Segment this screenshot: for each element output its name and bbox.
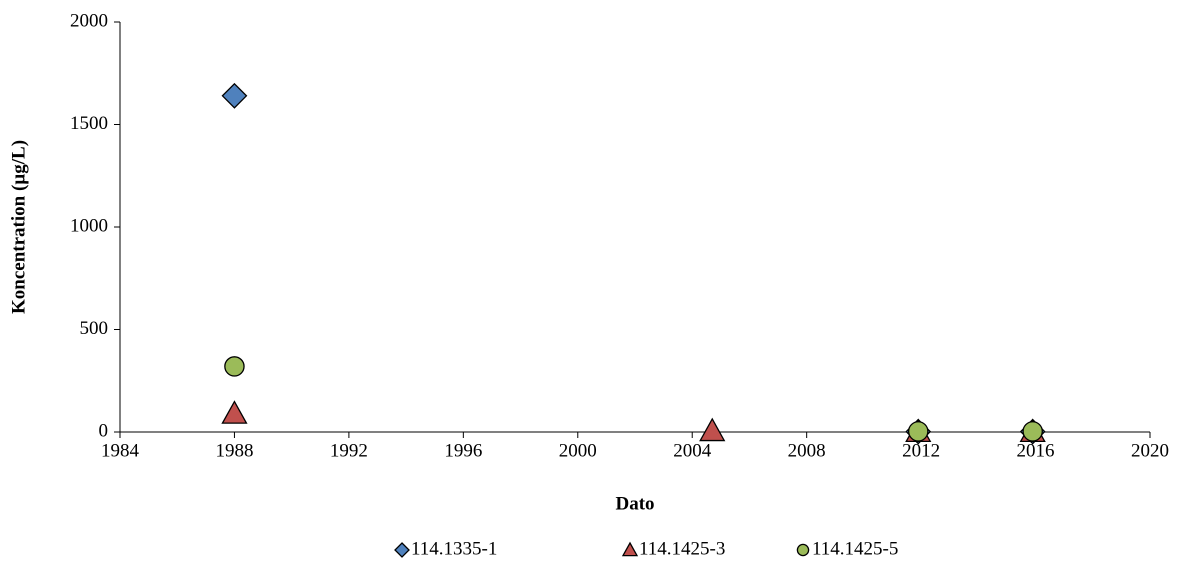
x-tick-label: 1996 bbox=[444, 440, 482, 461]
legend-label: 114.1335-1 bbox=[411, 538, 497, 559]
y-axis-label: Koncentration (µg/L) bbox=[8, 140, 29, 314]
point bbox=[224, 356, 245, 377]
y-tick-label: 0 bbox=[99, 420, 109, 441]
point bbox=[221, 400, 248, 424]
x-tick-label: 2020 bbox=[1131, 440, 1169, 461]
x-tick-label: 2012 bbox=[902, 440, 940, 461]
y-tick-label: 2000 bbox=[70, 10, 108, 31]
point bbox=[699, 417, 726, 442]
x-tick-label: 1984 bbox=[101, 440, 140, 461]
x-tick-label: 2004 bbox=[673, 440, 712, 461]
x-tick-label: 1988 bbox=[215, 440, 253, 461]
y-tick-label: 1000 bbox=[70, 215, 108, 236]
x-tick-label: 2008 bbox=[788, 440, 826, 461]
legend-marker bbox=[394, 542, 410, 558]
legend-marker bbox=[621, 541, 639, 557]
y-tick-label: 1500 bbox=[70, 113, 108, 134]
legend-marker bbox=[796, 543, 810, 557]
x-tick-label: 2000 bbox=[559, 440, 597, 461]
legend-label: 114.1425-3 bbox=[639, 538, 725, 559]
x-axis-label: Dato bbox=[615, 493, 654, 514]
point bbox=[1022, 421, 1043, 442]
point bbox=[221, 82, 248, 109]
x-tick-label: 2016 bbox=[1017, 440, 1055, 461]
x-tick-label: 1992 bbox=[330, 440, 368, 461]
legend-label: 114.1425-5 bbox=[812, 538, 898, 559]
y-tick-label: 500 bbox=[80, 318, 109, 339]
point bbox=[908, 421, 929, 442]
